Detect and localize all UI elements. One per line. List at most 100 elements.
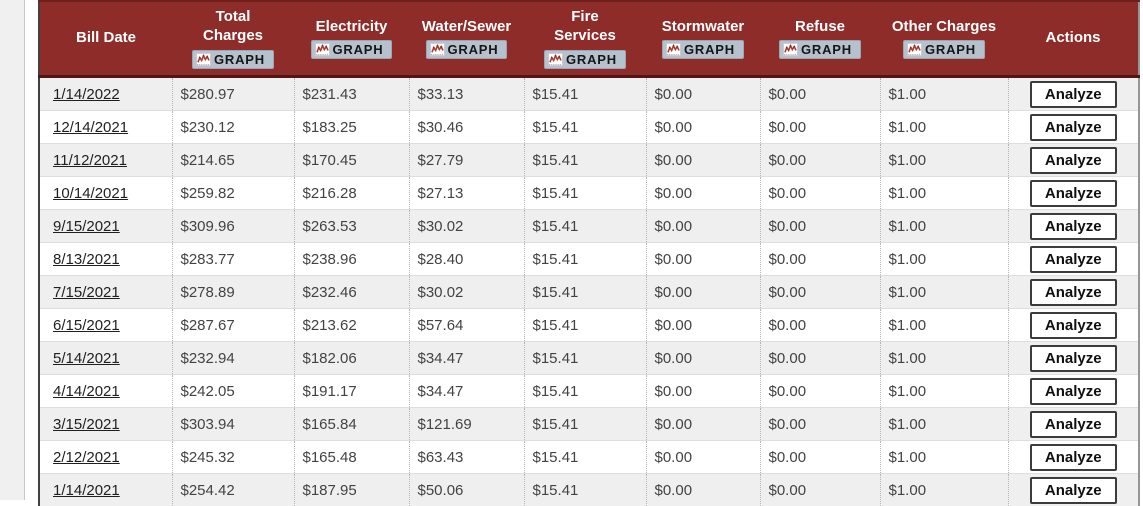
analyze-button[interactable]: Analyze <box>1030 477 1117 504</box>
refuse-cell: $0.00 <box>760 144 880 177</box>
analyze-button[interactable]: Analyze <box>1030 411 1117 438</box>
actions-cell: Analyze <box>1008 342 1139 375</box>
graph-button[interactable]: GRAPH <box>779 40 861 59</box>
column-header-bill-date: Bill Date <box>39 1 172 77</box>
other-charges-cell: $1.00 <box>880 441 1008 474</box>
water-sewer-cell: $34.47 <box>409 342 524 375</box>
water-sewer-cell: $30.02 <box>409 210 524 243</box>
other-charges-cell: $1.00 <box>880 375 1008 408</box>
total-charges-cell: $242.05 <box>172 375 294 408</box>
electricity-cell: $165.84 <box>294 408 409 441</box>
bill-date-cell: 1/14/2022 <box>39 77 172 111</box>
bill-date-link[interactable]: 3/15/2021 <box>53 416 120 433</box>
refuse-cell: $0.00 <box>760 375 880 408</box>
analyze-button[interactable]: Analyze <box>1030 378 1117 405</box>
actions-cell: Analyze <box>1008 111 1139 144</box>
analyze-button[interactable]: Analyze <box>1030 345 1117 372</box>
table-row: 7/15/2021 $278.89 $232.46 $30.02 $15.41 … <box>39 276 1139 309</box>
electricity-cell: $170.45 <box>294 144 409 177</box>
other-charges-cell: $1.00 <box>880 77 1008 111</box>
bill-date-link[interactable]: 6/15/2021 <box>53 317 120 334</box>
table-row: 4/14/2021 $242.05 $191.17 $34.47 $15.41 … <box>39 375 1139 408</box>
table-row: 11/12/2021 $214.65 $170.45 $27.79 $15.41… <box>39 144 1139 177</box>
water-sewer-cell: $57.64 <box>409 309 524 342</box>
graph-button-label: GRAPH <box>333 42 384 57</box>
stormwater-cell: $0.00 <box>646 276 760 309</box>
graph-button[interactable]: GRAPH <box>662 40 744 59</box>
graph-button[interactable]: GRAPH <box>311 40 393 59</box>
bill-date-link[interactable]: 10/14/2021 <box>53 185 128 202</box>
stormwater-cell: $0.00 <box>646 309 760 342</box>
electricity-cell: $165.48 <box>294 441 409 474</box>
line-chart-icon <box>315 43 330 56</box>
table-row: 9/15/2021 $309.96 $263.53 $30.02 $15.41 … <box>39 210 1139 243</box>
graph-button[interactable]: GRAPH <box>544 50 626 69</box>
bill-date-link[interactable]: 8/13/2021 <box>53 251 120 268</box>
water-sewer-cell: $63.43 <box>409 441 524 474</box>
stormwater-cell: $0.00 <box>646 243 760 276</box>
actions-cell: Analyze <box>1008 441 1139 474</box>
bill-date-link[interactable]: 1/14/2022 <box>53 86 120 103</box>
bill-date-cell: 12/14/2021 <box>39 111 172 144</box>
total-charges-cell: $259.82 <box>172 177 294 210</box>
bill-date-link[interactable]: 4/14/2021 <box>53 383 120 400</box>
graph-button[interactable]: GRAPH <box>192 50 274 69</box>
total-charges-cell: $287.67 <box>172 309 294 342</box>
stormwater-cell: $0.00 <box>646 441 760 474</box>
refuse-cell: $0.00 <box>760 177 880 210</box>
analyze-button[interactable]: Analyze <box>1030 180 1117 207</box>
fire-services-cell: $15.41 <box>524 144 646 177</box>
line-chart-icon <box>548 53 563 66</box>
bill-date-link[interactable]: 9/15/2021 <box>53 218 120 235</box>
fire-services-cell: $15.41 <box>524 375 646 408</box>
actions-cell: Analyze <box>1008 309 1139 342</box>
bill-date-link[interactable]: 12/14/2021 <box>53 119 128 136</box>
fire-services-cell: $15.41 <box>524 210 646 243</box>
table-row: 12/14/2021 $230.12 $183.25 $30.46 $15.41… <box>39 111 1139 144</box>
analyze-button[interactable]: Analyze <box>1030 444 1117 471</box>
bill-date-cell: 8/13/2021 <box>39 243 172 276</box>
analyze-button[interactable]: Analyze <box>1030 279 1117 306</box>
refuse-cell: $0.00 <box>760 441 880 474</box>
total-charges-cell: $309.96 <box>172 210 294 243</box>
analyze-button[interactable]: Analyze <box>1030 312 1117 339</box>
column-header-label: Refuse <box>795 18 845 37</box>
analyze-button[interactable]: Analyze <box>1030 114 1117 141</box>
electricity-cell: $263.53 <box>294 210 409 243</box>
other-charges-cell: $1.00 <box>880 210 1008 243</box>
graph-button[interactable]: GRAPH <box>426 40 508 59</box>
analyze-button[interactable]: Analyze <box>1030 213 1117 240</box>
graph-button[interactable]: GRAPH <box>903 40 985 59</box>
analyze-button[interactable]: Analyze <box>1030 81 1117 108</box>
table-row: 8/13/2021 $283.77 $238.96 $28.40 $15.41 … <box>39 243 1139 276</box>
bill-date-cell: 1/14/2021 <box>39 474 172 506</box>
line-chart-icon <box>907 43 922 56</box>
bill-date-link[interactable]: 5/14/2021 <box>53 350 120 367</box>
total-charges-cell: $214.65 <box>172 144 294 177</box>
other-charges-cell: $1.00 <box>880 111 1008 144</box>
bill-date-link[interactable]: 7/15/2021 <box>53 284 120 301</box>
bill-date-link[interactable]: 2/12/2021 <box>53 449 120 466</box>
stormwater-cell: $0.00 <box>646 210 760 243</box>
total-charges-cell: $280.97 <box>172 77 294 111</box>
fire-services-cell: $15.41 <box>524 276 646 309</box>
analyze-button[interactable]: Analyze <box>1030 147 1117 174</box>
refuse-cell: $0.00 <box>760 408 880 441</box>
table-row: 1/14/2022 $280.97 $231.43 $33.13 $15.41 … <box>39 77 1139 111</box>
actions-cell: Analyze <box>1008 144 1139 177</box>
refuse-cell: $0.00 <box>760 210 880 243</box>
column-header-electricity: Electricity GRAPH <box>294 1 409 77</box>
fire-services-cell: $15.41 <box>524 441 646 474</box>
stormwater-cell: $0.00 <box>646 177 760 210</box>
other-charges-cell: $1.00 <box>880 177 1008 210</box>
bill-date-cell: 4/14/2021 <box>39 375 172 408</box>
page-left-gutter <box>0 0 25 500</box>
bill-date-link[interactable]: 11/12/2021 <box>53 152 127 169</box>
analyze-button[interactable]: Analyze <box>1030 246 1117 273</box>
column-header-actions: Actions <box>1008 1 1139 77</box>
bill-date-link[interactable]: 1/14/2021 <box>53 482 120 499</box>
actions-cell: Analyze <box>1008 210 1139 243</box>
refuse-cell: $0.00 <box>760 309 880 342</box>
